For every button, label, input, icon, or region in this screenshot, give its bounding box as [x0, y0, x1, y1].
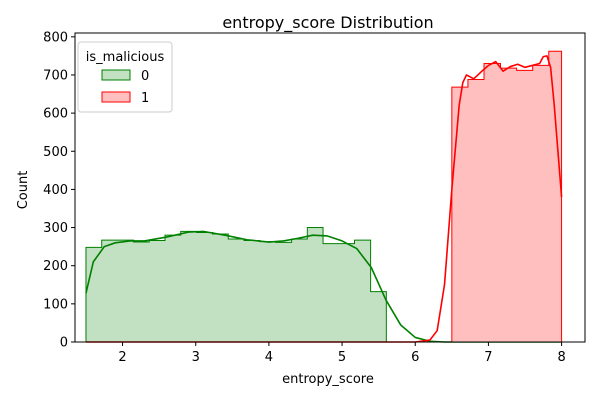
x-tick-label: 6 — [411, 350, 419, 365]
x-tick-label: 4 — [265, 350, 273, 365]
x-tick-label: 8 — [557, 350, 565, 365]
chart-title: entropy_score Distribution — [222, 13, 433, 33]
y-tick-label: 400 — [43, 183, 68, 198]
legend-swatch-0 — [101, 69, 131, 81]
y-tick-label: 800 — [43, 30, 68, 45]
y-tick-label: 600 — [43, 107, 68, 122]
y-tick-label: 100 — [43, 297, 68, 312]
x-tick-label: 5 — [338, 350, 346, 365]
x-axis: 2 3 4 5 6 7 8 — [118, 342, 566, 365]
y-tick-label: 300 — [43, 221, 68, 236]
y-tick-label: 0 — [60, 336, 68, 351]
histogram-series-0 — [85, 227, 387, 343]
legend-swatch-1 — [101, 91, 131, 103]
x-tick-label: 7 — [484, 350, 492, 365]
kde-line-1 — [85, 55, 563, 343]
legend-label-1: 1 — [141, 91, 149, 106]
legend-title: is_malicious — [86, 50, 165, 65]
x-tick-label: 3 — [192, 350, 200, 365]
y-tick-label: 700 — [43, 68, 68, 83]
plot-area — [85, 50, 563, 343]
y-tick-label: 500 — [43, 145, 68, 160]
y-axis: 0 100 200 300 400 500 600 700 800 — [43, 30, 75, 351]
axes-frame — [74, 32, 586, 343]
histogram-series-1 — [451, 50, 563, 343]
x-tick-label: 2 — [118, 350, 126, 365]
legend: is_malicious 0 1 — [77, 41, 173, 113]
y-tick-label: 200 — [43, 259, 68, 274]
legend-label-0: 0 — [141, 69, 149, 84]
y-axis-title: Count — [16, 171, 31, 210]
x-axis-title: entropy_score — [282, 372, 374, 387]
